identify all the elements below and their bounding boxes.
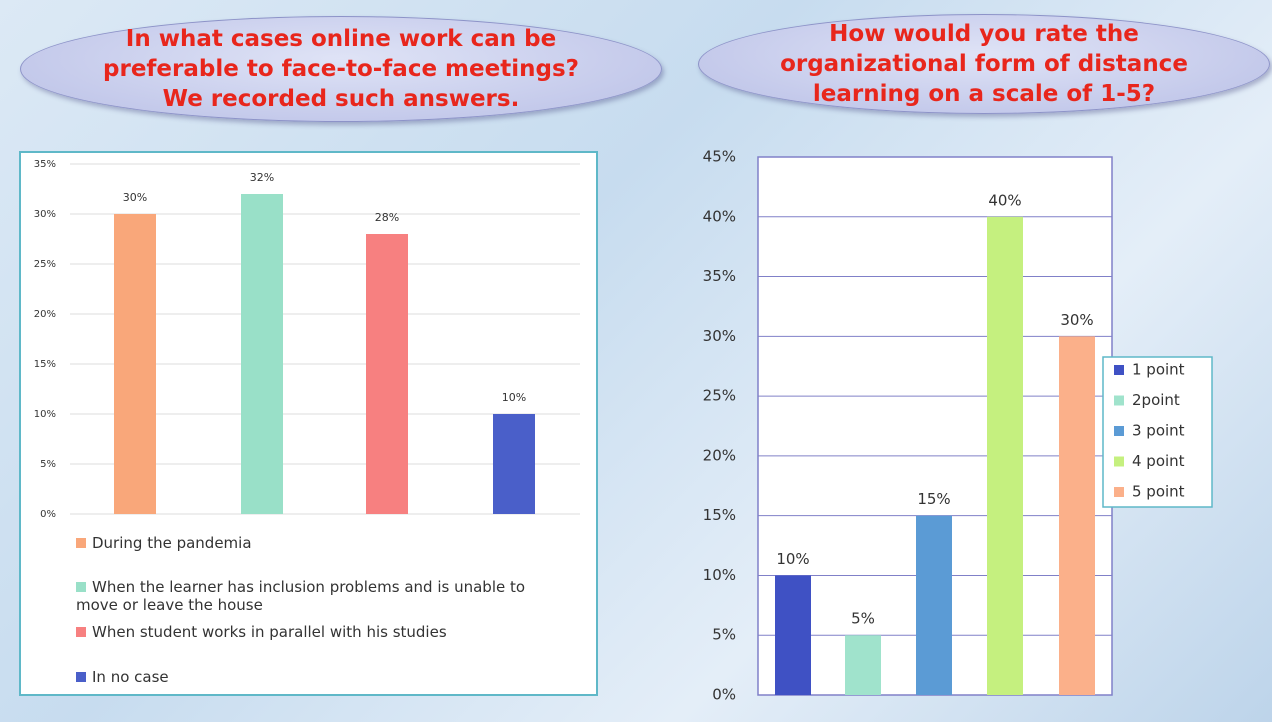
y-tick-label: 40%: [703, 207, 736, 225]
bar: [775, 575, 811, 695]
y-tick-label: 25%: [34, 259, 56, 270]
data-label: 10%: [776, 550, 809, 568]
y-tick-label: 30%: [703, 327, 736, 345]
bar: [987, 216, 1023, 695]
title-line: organizational form of distance: [780, 51, 1188, 77]
legend-swatch: [76, 627, 86, 637]
y-tick-label: 25%: [703, 387, 736, 405]
legend-item: When student works in parallel with his …: [76, 623, 546, 641]
legend-item: During the pandemia: [76, 534, 546, 552]
legend-label: During the pandemia: [92, 534, 252, 552]
y-tick-label: 15%: [34, 359, 56, 370]
bar: [114, 214, 156, 514]
legend-label: In no case: [92, 668, 169, 686]
data-label: 15%: [917, 490, 950, 508]
bar: [916, 515, 952, 695]
legend-label: 4 point: [1132, 452, 1185, 470]
y-tick-label: 35%: [34, 159, 56, 170]
legend-swatch: [1114, 395, 1124, 406]
data-label: 5%: [851, 610, 875, 628]
bar: [1059, 336, 1095, 695]
data-label: 10%: [502, 391, 526, 404]
data-label: 40%: [988, 191, 1021, 209]
y-tick-label: 0%: [712, 686, 736, 704]
bar: [241, 194, 283, 514]
legend-swatch: [76, 538, 86, 548]
y-tick-label: 10%: [703, 566, 736, 584]
legend-item: When the learner has inclusion problems …: [76, 578, 546, 614]
title-line: preferable to face-to-face meetings?: [103, 56, 579, 82]
y-tick-label: 0%: [40, 509, 56, 520]
title-line: We recorded such answers.: [162, 86, 520, 112]
bar: [493, 414, 535, 514]
bar: [845, 635, 881, 695]
y-tick-label: 35%: [703, 267, 736, 285]
legend-swatch: [76, 582, 86, 592]
y-tick-label: 5%: [712, 626, 736, 644]
legend-swatch: [1114, 426, 1124, 436]
legend-label: 5 point: [1132, 483, 1185, 501]
y-tick-label: 20%: [34, 309, 56, 320]
y-tick-label: 20%: [703, 446, 736, 464]
legend-label: 1 point: [1132, 361, 1185, 379]
title-line: How would you rate the: [829, 21, 1139, 47]
legend-swatch: [1114, 487, 1124, 497]
data-label: 30%: [1060, 311, 1093, 329]
legend-swatch: [1114, 365, 1124, 375]
legend-label: When student works in parallel with his …: [92, 623, 447, 641]
legend-label: 3 point: [1132, 422, 1185, 440]
legend-item: In no case: [76, 668, 546, 686]
legend-swatch: [76, 672, 86, 682]
data-label: 30%: [123, 191, 147, 204]
title-oval: In what cases online work can be preferab…: [20, 16, 662, 122]
y-tick-label: 15%: [703, 506, 736, 524]
data-label: 28%: [375, 211, 399, 224]
legend-swatch: [1114, 456, 1124, 467]
y-tick-label: 5%: [40, 459, 56, 470]
y-tick-label: 30%: [34, 209, 56, 220]
title-line: In what cases online work can be: [125, 26, 557, 52]
bar: [366, 234, 408, 514]
title-oval: How would you rate the organizational for…: [698, 14, 1270, 114]
y-tick-label: 10%: [34, 409, 56, 420]
legend-label: When the learner has inclusion problems …: [76, 578, 526, 614]
y-tick-label: 45%: [703, 148, 736, 166]
data-label: 32%: [250, 171, 274, 184]
title-line: learning on a scale of 1-5?: [812, 81, 1156, 107]
legend-label: 2point: [1132, 391, 1180, 409]
